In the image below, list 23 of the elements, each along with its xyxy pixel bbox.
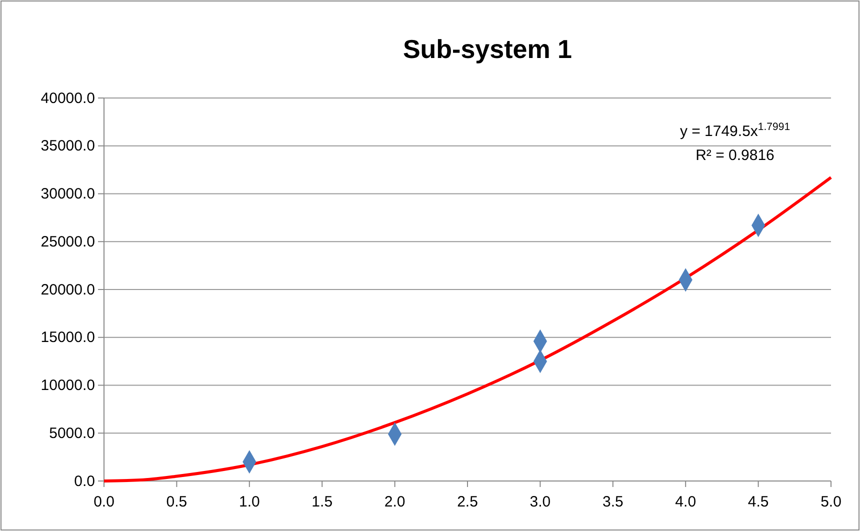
x-tick-label: 0.0 — [94, 494, 114, 510]
annotation: R² = 0.9816 — [696, 147, 774, 164]
x-tick-label: 2.0 — [384, 494, 406, 510]
x-tick-label: 3.5 — [602, 494, 624, 510]
x-tick-label: 1.0 — [238, 494, 260, 510]
y-tick-label: 30000.0 — [40, 186, 95, 203]
y-tick-label: 5000.0 — [49, 424, 95, 442]
y-tick-label: 35000.0 — [40, 138, 95, 155]
y-tick-label: 10000.0 — [40, 377, 95, 394]
y-tick-label: 20000.0 — [40, 281, 95, 298]
chart-title: Sub-system 1 — [402, 34, 572, 64]
y-tick-label: 40000.0 — [40, 90, 95, 107]
x-tick-label: 4.5 — [748, 494, 769, 510]
x-tick-label: 5.0 — [820, 494, 842, 510]
y-tick-label: 25000.0 — [40, 233, 95, 250]
x-tick-label: 0.5 — [166, 494, 188, 510]
x-tick-label: 1.5 — [312, 494, 333, 510]
y-tick-label: 0.0 — [74, 472, 95, 490]
y-tick-label: 15000.0 — [40, 329, 95, 346]
x-tick-label: 2.5 — [457, 494, 478, 510]
x-tick-label: 3.0 — [530, 494, 551, 510]
annotation: y = 1749.5x$^{1.7991}$ — [680, 121, 790, 140]
x-tick-label: 4.0 — [675, 494, 696, 510]
